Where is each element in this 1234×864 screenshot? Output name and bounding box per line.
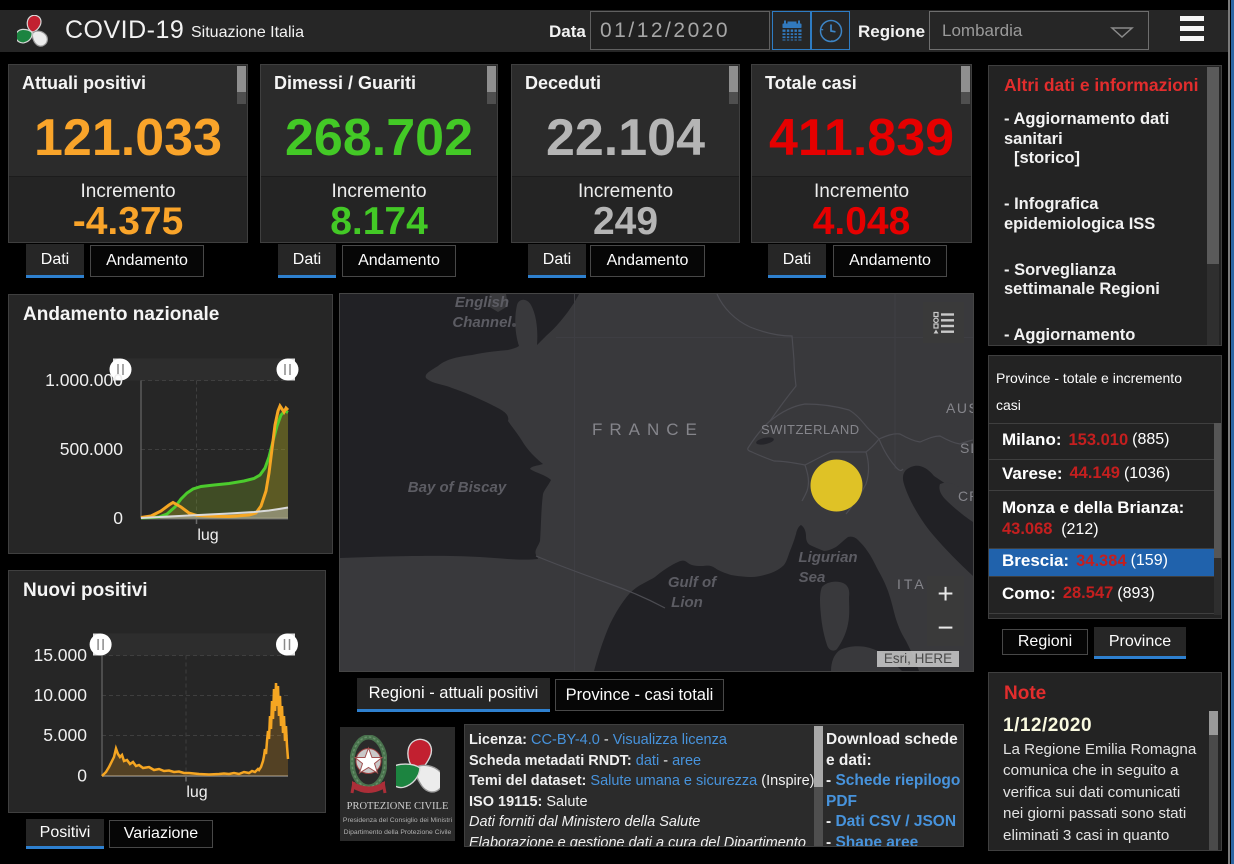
svg-text:0: 0 [113, 508, 123, 528]
svg-text:FRANCE: FRANCE [592, 420, 704, 439]
svg-text:AUS: AUS [946, 400, 973, 416]
svg-text:1.000.000: 1.000.000 [45, 370, 123, 390]
svg-text:Lion: Lion [671, 594, 703, 611]
svg-text:lug: lug [186, 784, 207, 801]
svg-text:lug: lug [197, 527, 218, 544]
svg-text:5.000: 5.000 [43, 725, 87, 745]
svg-text:SL: SL [960, 440, 973, 456]
svg-text:Bay of Biscay: Bay of Biscay [408, 479, 507, 496]
svg-text:15.000: 15.000 [33, 645, 87, 665]
svg-text:Ligurian: Ligurian [798, 549, 857, 566]
svg-text:CR: CR [958, 488, 973, 504]
svg-text:0: 0 [77, 766, 87, 786]
svg-text:Sea: Sea [799, 569, 826, 586]
svg-text:500.000: 500.000 [60, 439, 124, 459]
svg-text:Channel: Channel [452, 314, 512, 331]
svg-text:Gulf of: Gulf of [668, 574, 718, 591]
svg-text:SWITZERLAND: SWITZERLAND [761, 422, 860, 437]
svg-text:ITA: ITA [897, 576, 927, 592]
svg-text:English: English [455, 294, 509, 311]
svg-text:10.000: 10.000 [33, 685, 87, 705]
